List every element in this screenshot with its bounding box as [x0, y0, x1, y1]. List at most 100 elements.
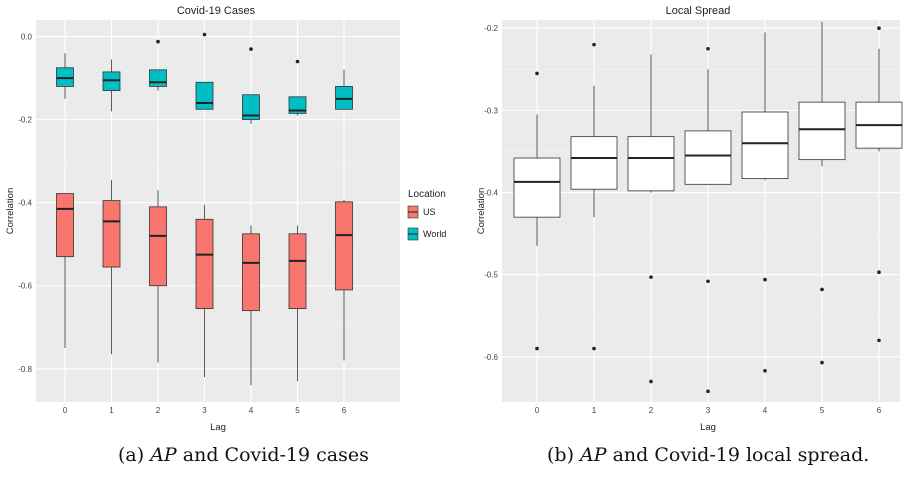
boxplot-world-lag-2: [149, 39, 167, 91]
box-iqr: [195, 218, 214, 309]
box-iqr: [570, 136, 618, 190]
y-ticks-cases: 0.0 -0.2 -0.4 -0.6 -0.8: [18, 33, 32, 374]
outlier-point: [763, 277, 767, 282]
box-iqr: [335, 201, 353, 291]
x-ticks-local: 0 1 2 3 4 5 6: [535, 406, 882, 415]
legend-label-world: World: [423, 229, 446, 239]
x-ticks-cases: 0 1 2 3 4 5 6: [63, 406, 347, 415]
caption-right-label: (b): [547, 444, 574, 466]
legend: Location US World: [407, 189, 446, 241]
boxes-cases: [56, 32, 353, 386]
boxplot-series-lag-4: [741, 32, 789, 373]
caption-right: (b) AP and Covid-19 local spread.: [547, 444, 869, 466]
x-tick-label: 3: [202, 406, 207, 415]
box-iqr: [288, 233, 307, 309]
boxplot-world-lag-1: [102, 59, 121, 112]
x-tick-label: 5: [295, 406, 300, 415]
x-tick-label: 0: [63, 406, 68, 415]
y-tick-label: -0.3: [484, 106, 498, 115]
outlier-point: [877, 338, 881, 343]
x-tick-label: 1: [109, 406, 114, 415]
boxplot-us-lag-2: [149, 190, 167, 363]
x-tick-label: 2: [156, 406, 161, 415]
box-iqr: [242, 233, 260, 312]
y-tick-label: 0.0: [21, 33, 33, 42]
caption-left-text: and Covid-19 cases: [182, 444, 369, 466]
legend-item-world: World: [407, 227, 446, 241]
outlier-point: [763, 368, 767, 373]
boxplot-series-lag-2: [627, 54, 675, 384]
boxplot-us-lag-5: [288, 225, 307, 382]
outlier-point: [649, 275, 653, 279]
box-iqr: [684, 130, 732, 185]
box-iqr: [56, 193, 74, 258]
x-tick-label: 6: [342, 406, 347, 415]
legend-label-us: US: [423, 207, 436, 217]
chart-title-local: Local Spread: [666, 5, 731, 17]
x-tick-label: 2: [649, 406, 654, 415]
boxplot-us-lag-1: [102, 179, 121, 355]
outlier-point: [649, 379, 653, 384]
x-tick-label: 5: [820, 406, 825, 415]
caption-left: (a) AP and Covid-19 cases: [118, 444, 369, 466]
y-tick-label: -0.4: [18, 199, 32, 208]
outlier-point: [535, 71, 539, 76]
boxplot-us-lag-0: [56, 193, 74, 349]
box-iqr: [149, 206, 167, 287]
chart-local-spread: Local Spread -0.2 -0.3 -0.4 -0.5 -0.6 0 1 2 3 4 5…: [476, 5, 903, 433]
y-tick-label: -0.6: [484, 353, 498, 362]
outlier-point: [706, 279, 710, 284]
outlier-point: [592, 346, 596, 351]
plot-panel-local: [502, 20, 900, 402]
caption-right-var: AP: [580, 444, 607, 466]
box-iqr: [627, 136, 675, 192]
y-tick-label: -0.5: [484, 271, 498, 280]
x-axis-label-cases: Lag: [210, 422, 226, 433]
caption-right-text: and Covid-19 local spread.: [612, 444, 870, 466]
x-tick-label: 1: [592, 406, 597, 415]
boxplot-series-lag-5: [798, 21, 846, 365]
box-iqr: [741, 111, 789, 179]
outlier-point: [535, 346, 539, 351]
x-tick-label: 0: [535, 406, 540, 415]
y-axis-label-local: Correlation: [476, 188, 487, 234]
x-tick-label: 3: [706, 406, 711, 415]
y-axis-label-cases: Correlation: [5, 188, 16, 234]
outlier-point: [592, 42, 596, 47]
y-ticks-local: -0.2 -0.3 -0.4 -0.5 -0.6: [484, 24, 498, 362]
outlier-point: [202, 32, 207, 37]
box-iqr: [56, 67, 74, 87]
x-tick-label: 4: [249, 406, 254, 415]
box-iqr: [513, 157, 561, 218]
x-tick-label: 4: [763, 406, 768, 415]
outlier-point: [820, 360, 824, 365]
outlier-point: [706, 46, 710, 51]
legend-item-us: US: [407, 205, 436, 219]
boxplot-series-lag-0: [513, 71, 561, 351]
boxplot-series-lag-6: [855, 26, 903, 343]
figure-canvas: Covid-19 Cases 0.0 -0.2 -0.4 -0.6 -0.8 0 1 2 3 4…: [5, 5, 903, 433]
boxplot-us-lag-4: [242, 225, 260, 386]
boxplot-world-lag-5: [288, 59, 307, 116]
boxplot-world-lag-6: [335, 69, 353, 110]
legend-title: Location: [408, 189, 446, 200]
outlier-point: [877, 26, 881, 31]
y-tick-label: -0.2: [484, 24, 498, 33]
boxplot-series-lag-3: [684, 46, 732, 394]
outlier-point: [877, 270, 881, 275]
chart-title-cases: Covid-19 Cases: [177, 5, 256, 17]
box-iqr: [798, 101, 846, 161]
boxes-local: [513, 21, 903, 394]
boxplot-series-lag-1: [570, 42, 618, 351]
y-tick-label: -0.4: [484, 189, 498, 198]
boxplot-world-lag-3: [195, 32, 214, 110]
outlier-point: [820, 287, 824, 292]
outlier-point: [156, 39, 160, 44]
outlier-point: [249, 47, 253, 51]
y-tick-label: -0.8: [18, 365, 32, 374]
x-axis-label-local: Lag: [700, 422, 716, 433]
outlier-point: [706, 389, 710, 394]
boxplot-us-lag-3: [195, 204, 214, 378]
x-tick-label: 6: [877, 406, 882, 415]
box-iqr: [102, 71, 121, 91]
